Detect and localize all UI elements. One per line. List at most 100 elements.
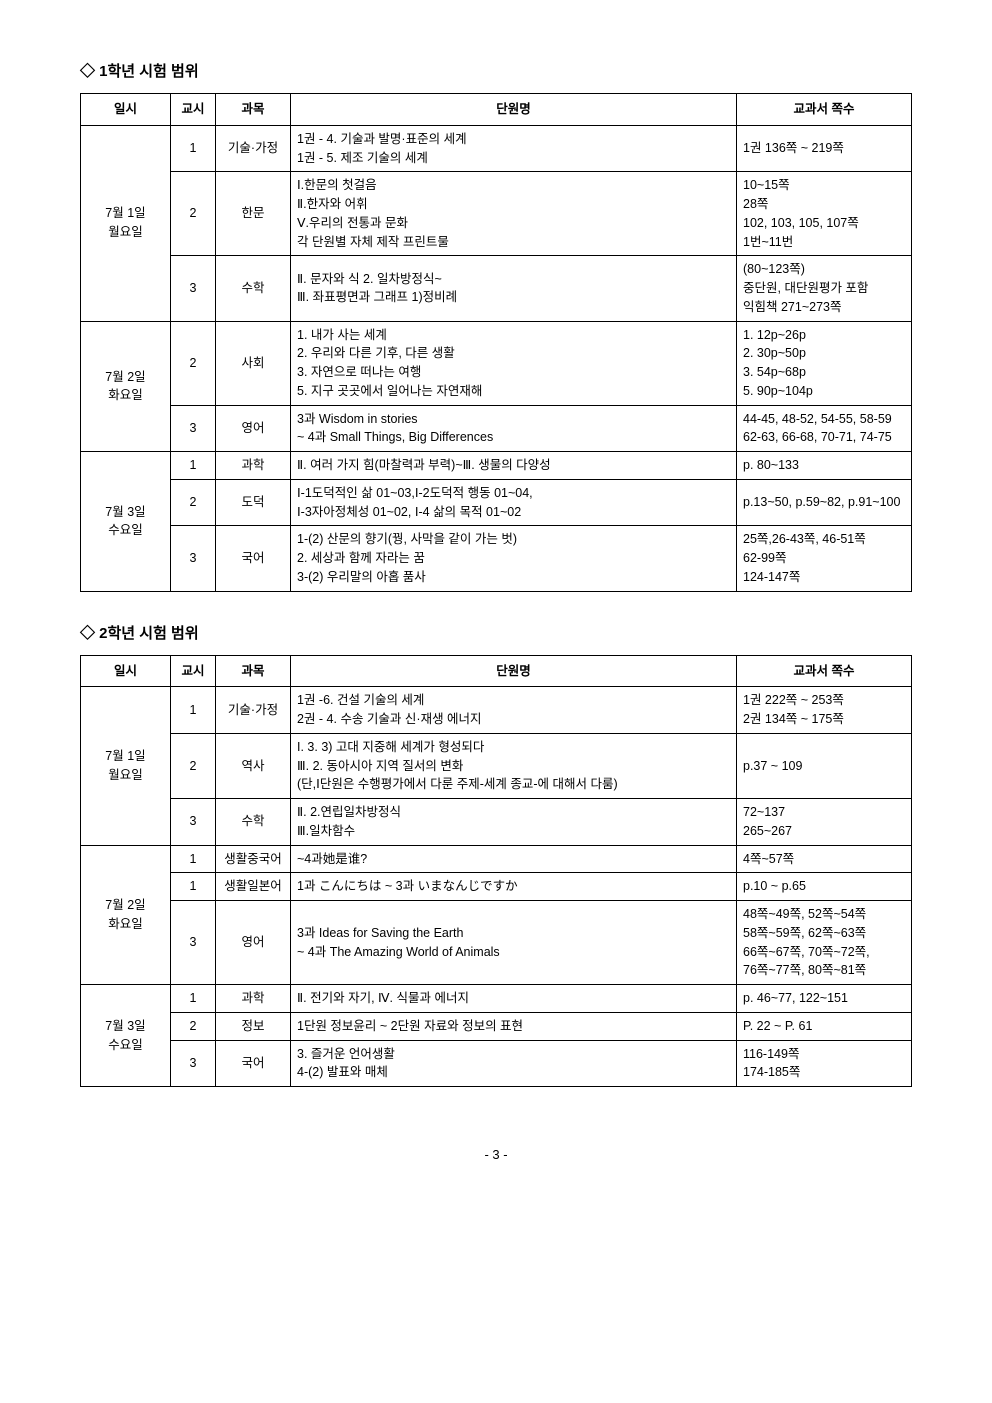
cell-subject: 기술·가정	[216, 125, 291, 172]
header-date: 일시	[81, 655, 171, 687]
cell-period: 1	[171, 125, 216, 172]
cell-date: 7월 2일 화요일	[81, 321, 171, 452]
cell-unit: 3. 즐거운 언어생활 4-(2) 발표와 매체	[291, 1040, 737, 1087]
header-date: 일시	[81, 94, 171, 126]
cell-period: 3	[171, 901, 216, 985]
grade2-table: 일시 교시 과목 단원명 교과서 쪽수 7월 1일 월요일1기술·가정1권 -6…	[80, 655, 912, 1088]
table-row: 1생활일본어1과 こんにちは ~ 3과 いまなんじですかp.10 ~ p.65	[81, 873, 912, 901]
cell-period: 3	[171, 256, 216, 321]
table-row: 2도덕Ⅰ-1도덕적인 삶 01~03,Ⅰ-2도덕적 행동 01~04, Ⅰ-3자…	[81, 479, 912, 526]
table-row: 2한문Ⅰ.한문의 첫걸음 Ⅱ.한자와 어휘 Ⅴ.우리의 전통과 문화 각 단원별…	[81, 172, 912, 256]
cell-subject: 사회	[216, 321, 291, 405]
cell-unit: ~4과她是谁?	[291, 845, 737, 873]
cell-pages: 48쪽~49쪽, 52쪽~54쪽 58쪽~59쪽, 62쪽~63쪽 66쪽~67…	[737, 901, 912, 985]
cell-pages: 1권 222쪽 ~ 253쪽 2권 134쪽 ~ 175쪽	[737, 687, 912, 734]
cell-subject: 국어	[216, 526, 291, 591]
cell-subject: 영어	[216, 405, 291, 452]
cell-subject: 영어	[216, 901, 291, 985]
table-header-row: 일시 교시 과목 단원명 교과서 쪽수	[81, 94, 912, 126]
cell-unit: 1-(2) 산문의 향기(꿩, 사막을 같이 가는 벗) 2. 세상과 함께 자…	[291, 526, 737, 591]
grade1-table: 일시 교시 과목 단원명 교과서 쪽수 7월 1일 월요일1기술·가정1권 - …	[80, 93, 912, 592]
table-row: 3영어3과 Ideas for Saving the Earth ~ 4과 Th…	[81, 901, 912, 985]
table-row: 3수학Ⅱ. 2.연립일차방정식 Ⅲ.일차함수72~137 265~267	[81, 799, 912, 846]
cell-pages: p.13~50, p.59~82, p.91~100	[737, 479, 912, 526]
cell-subject: 과학	[216, 452, 291, 480]
table-row: 7월 1일 월요일1기술·가정1권 -6. 건설 기술의 세계 2권 - 4. …	[81, 687, 912, 734]
cell-unit: 1. 내가 사는 세계 2. 우리와 다른 기후, 다른 생활 3. 자연으로 …	[291, 321, 737, 405]
cell-unit: 1과 こんにちは ~ 3과 いまなんじですか	[291, 873, 737, 901]
table-row: 7월 2일 화요일1생활중국어~4과她是谁?4쪽~57쪽	[81, 845, 912, 873]
cell-unit: Ⅰ.한문의 첫걸음 Ⅱ.한자와 어휘 Ⅴ.우리의 전통과 문화 각 단원별 자체…	[291, 172, 737, 256]
table-row: 7월 3일 수요일1과학Ⅱ. 전기와 자기, Ⅳ. 식물과 에너지p. 46~7…	[81, 985, 912, 1013]
header-unit: 단원명	[291, 94, 737, 126]
cell-subject: 생활중국어	[216, 845, 291, 873]
cell-unit: 1권 - 4. 기술과 발명·표준의 세계 1권 - 5. 제조 기술의 세계	[291, 125, 737, 172]
cell-period: 2	[171, 172, 216, 256]
cell-subject: 정보	[216, 1012, 291, 1040]
cell-period: 1	[171, 845, 216, 873]
cell-date: 7월 3일 수요일	[81, 452, 171, 592]
cell-subject: 생활일본어	[216, 873, 291, 901]
cell-pages: P. 22 ~ P. 61	[737, 1012, 912, 1040]
header-pages: 교과서 쪽수	[737, 94, 912, 126]
cell-subject: 국어	[216, 1040, 291, 1087]
header-period: 교시	[171, 94, 216, 126]
cell-pages: p.37 ~ 109	[737, 733, 912, 798]
cell-subject: 한문	[216, 172, 291, 256]
header-subject: 과목	[216, 94, 291, 126]
header-period: 교시	[171, 655, 216, 687]
cell-subject: 역사	[216, 733, 291, 798]
cell-pages: 116-149쪽 174-185쪽	[737, 1040, 912, 1087]
cell-unit: I. 3. 3) 고대 지중해 세계가 형성되다 Ⅲ. 2. 동아시아 지역 질…	[291, 733, 737, 798]
cell-subject: 수학	[216, 256, 291, 321]
cell-pages: 25쪽,26-43쪽, 46-51쪽 62-99쪽 124-147쪽	[737, 526, 912, 591]
cell-date: 7월 1일 월요일	[81, 125, 171, 321]
cell-subject: 수학	[216, 799, 291, 846]
table-row: 7월 1일 월요일1기술·가정1권 - 4. 기술과 발명·표준의 세계 1권 …	[81, 125, 912, 172]
cell-unit: Ⅱ. 2.연립일차방정식 Ⅲ.일차함수	[291, 799, 737, 846]
header-unit: 단원명	[291, 655, 737, 687]
cell-unit: Ⅱ. 전기와 자기, Ⅳ. 식물과 에너지	[291, 985, 737, 1013]
cell-unit: Ⅱ. 문자와 식 2. 일차방정식~ Ⅲ. 좌표평면과 그래프 1)정비례	[291, 256, 737, 321]
cell-date: 7월 2일 화요일	[81, 845, 171, 985]
cell-date: 7월 1일 월요일	[81, 687, 171, 845]
cell-pages: (80~123쪽) 중단원, 대단원평가 포함 익힘책 271~273쪽	[737, 256, 912, 321]
cell-period: 3	[171, 405, 216, 452]
cell-pages: 4쪽~57쪽	[737, 845, 912, 873]
table-row: 2정보1단원 정보윤리 ~ 2단원 자료와 정보의 표현P. 22 ~ P. 6…	[81, 1012, 912, 1040]
grade2-title: ◇ 2학년 시험 범위	[80, 622, 912, 643]
cell-pages: p. 80~133	[737, 452, 912, 480]
cell-period: 2	[171, 1012, 216, 1040]
table-row: 7월 2일 화요일2사회1. 내가 사는 세계 2. 우리와 다른 기후, 다른…	[81, 321, 912, 405]
cell-pages: p. 46~77, 122~151	[737, 985, 912, 1013]
cell-period: 3	[171, 526, 216, 591]
cell-pages: 10~15쪽 28쪽 102, 103, 105, 107쪽 1번~11번	[737, 172, 912, 256]
cell-unit: 1권 -6. 건설 기술의 세계 2권 - 4. 수송 기술과 신·재생 에너지	[291, 687, 737, 734]
table-row: 3국어1-(2) 산문의 향기(꿩, 사막을 같이 가는 벗) 2. 세상과 함…	[81, 526, 912, 591]
table-row: 7월 3일 수요일1과학Ⅱ. 여러 가지 힘(마찰력과 부력)~Ⅲ. 생물의 다…	[81, 452, 912, 480]
cell-period: 1	[171, 687, 216, 734]
cell-pages: p.10 ~ p.65	[737, 873, 912, 901]
cell-period: 2	[171, 479, 216, 526]
table-row: 2역사I. 3. 3) 고대 지중해 세계가 형성되다 Ⅲ. 2. 동아시아 지…	[81, 733, 912, 798]
cell-subject: 기술·가정	[216, 687, 291, 734]
header-pages: 교과서 쪽수	[737, 655, 912, 687]
table-row: 3국어3. 즐거운 언어생활 4-(2) 발표와 매체116-149쪽 174-…	[81, 1040, 912, 1087]
cell-pages: 44-45, 48-52, 54-55, 58-59 62-63, 66-68,…	[737, 405, 912, 452]
cell-subject: 도덕	[216, 479, 291, 526]
table-header-row: 일시 교시 과목 단원명 교과서 쪽수	[81, 655, 912, 687]
cell-unit: 3과 Wisdom in stories ~ 4과 Small Things, …	[291, 405, 737, 452]
page-number: - 3 -	[80, 1147, 912, 1162]
cell-unit: 3과 Ideas for Saving the Earth ~ 4과 The A…	[291, 901, 737, 985]
cell-pages: 1. 12p~26p 2. 30p~50p 3. 54p~68p 5. 90p~…	[737, 321, 912, 405]
grade1-title: ◇ 1학년 시험 범위	[80, 60, 912, 81]
cell-period: 1	[171, 985, 216, 1013]
header-subject: 과목	[216, 655, 291, 687]
cell-pages: 1권 136쪽 ~ 219쪽	[737, 125, 912, 172]
cell-date: 7월 3일 수요일	[81, 985, 171, 1087]
cell-period: 3	[171, 799, 216, 846]
cell-pages: 72~137 265~267	[737, 799, 912, 846]
cell-unit: 1단원 정보윤리 ~ 2단원 자료와 정보의 표현	[291, 1012, 737, 1040]
cell-subject: 과학	[216, 985, 291, 1013]
table-row: 3영어3과 Wisdom in stories ~ 4과 Small Thing…	[81, 405, 912, 452]
